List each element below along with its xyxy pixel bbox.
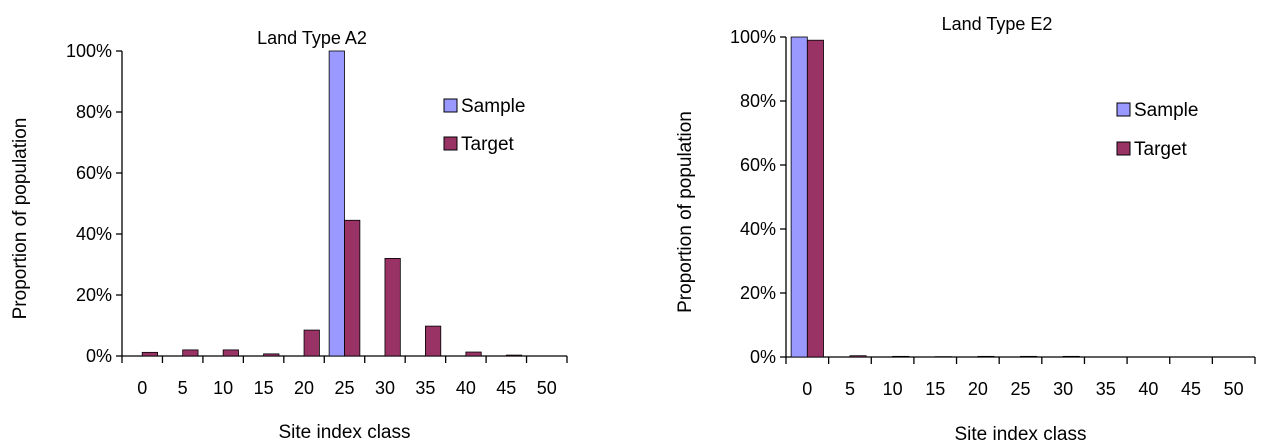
y-tick-label: 20% [76, 285, 112, 305]
x-tick-label: 40 [456, 378, 476, 398]
x-tick-label: 35 [1096, 379, 1116, 399]
bar-target-35 [425, 325, 442, 357]
chart-title: Land Type A2 [257, 28, 367, 48]
bar-target-0 [806, 39, 824, 358]
x-tick-label: 45 [1181, 379, 1201, 399]
bar-sample-0 [790, 36, 808, 358]
bar-target-40 [465, 351, 482, 357]
x-tick-label: 15 [925, 379, 945, 399]
bar-target-5 [182, 349, 199, 357]
y-tick-label: 100% [730, 27, 776, 47]
bar-target-10 [892, 355, 910, 358]
x-tick-label: 50 [537, 378, 557, 398]
bar-target-30 [384, 257, 401, 357]
y-tick-label: 40% [740, 219, 776, 239]
chart-land-type-a2: 0% 20% 40% 60% 80% 100% 0 5 10 15 20 25 30 35 40 45 50 La… [10, 28, 568, 443]
legend-label-target: Target [461, 134, 515, 155]
legend-label-sample: Sample [1134, 100, 1198, 121]
y-axis-title: Proportion of population [10, 118, 31, 320]
x-tick-label: 10 [883, 379, 903, 399]
x-tick-label: 20 [294, 378, 314, 398]
y-tick-label: 0% [750, 347, 776, 367]
x-tick-label: 0 [137, 378, 147, 398]
bar-target-45 [505, 354, 523, 357]
legend-swatch-sample [1116, 102, 1131, 117]
x-tick-label: 25 [1010, 379, 1030, 399]
bar-target-20 [977, 355, 995, 358]
y-tick-label: 60% [76, 163, 112, 183]
x-tick-label: 5 [178, 378, 188, 398]
chart-title: Land Type E2 [942, 14, 1053, 34]
legend-swatch-target [443, 136, 458, 151]
bar-target-10 [222, 349, 239, 357]
y-tick-label: 100% [66, 41, 112, 61]
bar-target-5 [849, 355, 867, 358]
bar-sample-25 [328, 50, 345, 357]
x-tick-label: 0 [802, 379, 812, 399]
x-axis-title: Site index class [278, 422, 410, 443]
y-tick-label: 60% [740, 155, 776, 175]
x-tick-label: 15 [254, 378, 274, 398]
x-tick-label: 30 [1053, 379, 1073, 399]
x-tick-label: 40 [1138, 379, 1158, 399]
x-tick-label: 50 [1224, 379, 1244, 399]
legend-label-sample: Sample [461, 96, 525, 117]
chart-land-type-e2: 0% 20% 40% 60% 80% 100% 0 5 10 15 20 25 30 35 40 45 50 La… [675, 14, 1256, 445]
legend-label-target: Target [1134, 139, 1188, 160]
bar-target-0 [141, 351, 159, 357]
x-axis-title: Site index class [954, 424, 1086, 445]
bar-target-15 [263, 353, 280, 357]
bar-target-20 [303, 329, 320, 357]
y-tick-label: 80% [740, 91, 776, 111]
legend-swatch-sample [443, 98, 458, 113]
y-axis-title: Proportion of population [675, 111, 696, 313]
x-tick-label: 5 [845, 379, 855, 399]
x-tick-label: 25 [334, 378, 354, 398]
legend-swatch-target [1116, 141, 1131, 156]
y-tick-label: 20% [740, 283, 776, 303]
bar-target-25 [344, 219, 361, 357]
y-tick-label: 40% [76, 224, 112, 244]
x-tick-label: 30 [375, 378, 395, 398]
y-tick-label: 0% [86, 346, 112, 366]
x-tick-label: 10 [213, 378, 233, 398]
y-tick-label: 80% [76, 102, 112, 122]
x-tick-label: 20 [968, 379, 988, 399]
x-tick-label: 45 [496, 378, 516, 398]
bar-target-30 [1062, 355, 1080, 358]
x-tick-label: 35 [415, 378, 435, 398]
bar-target-25 [1020, 355, 1038, 358]
